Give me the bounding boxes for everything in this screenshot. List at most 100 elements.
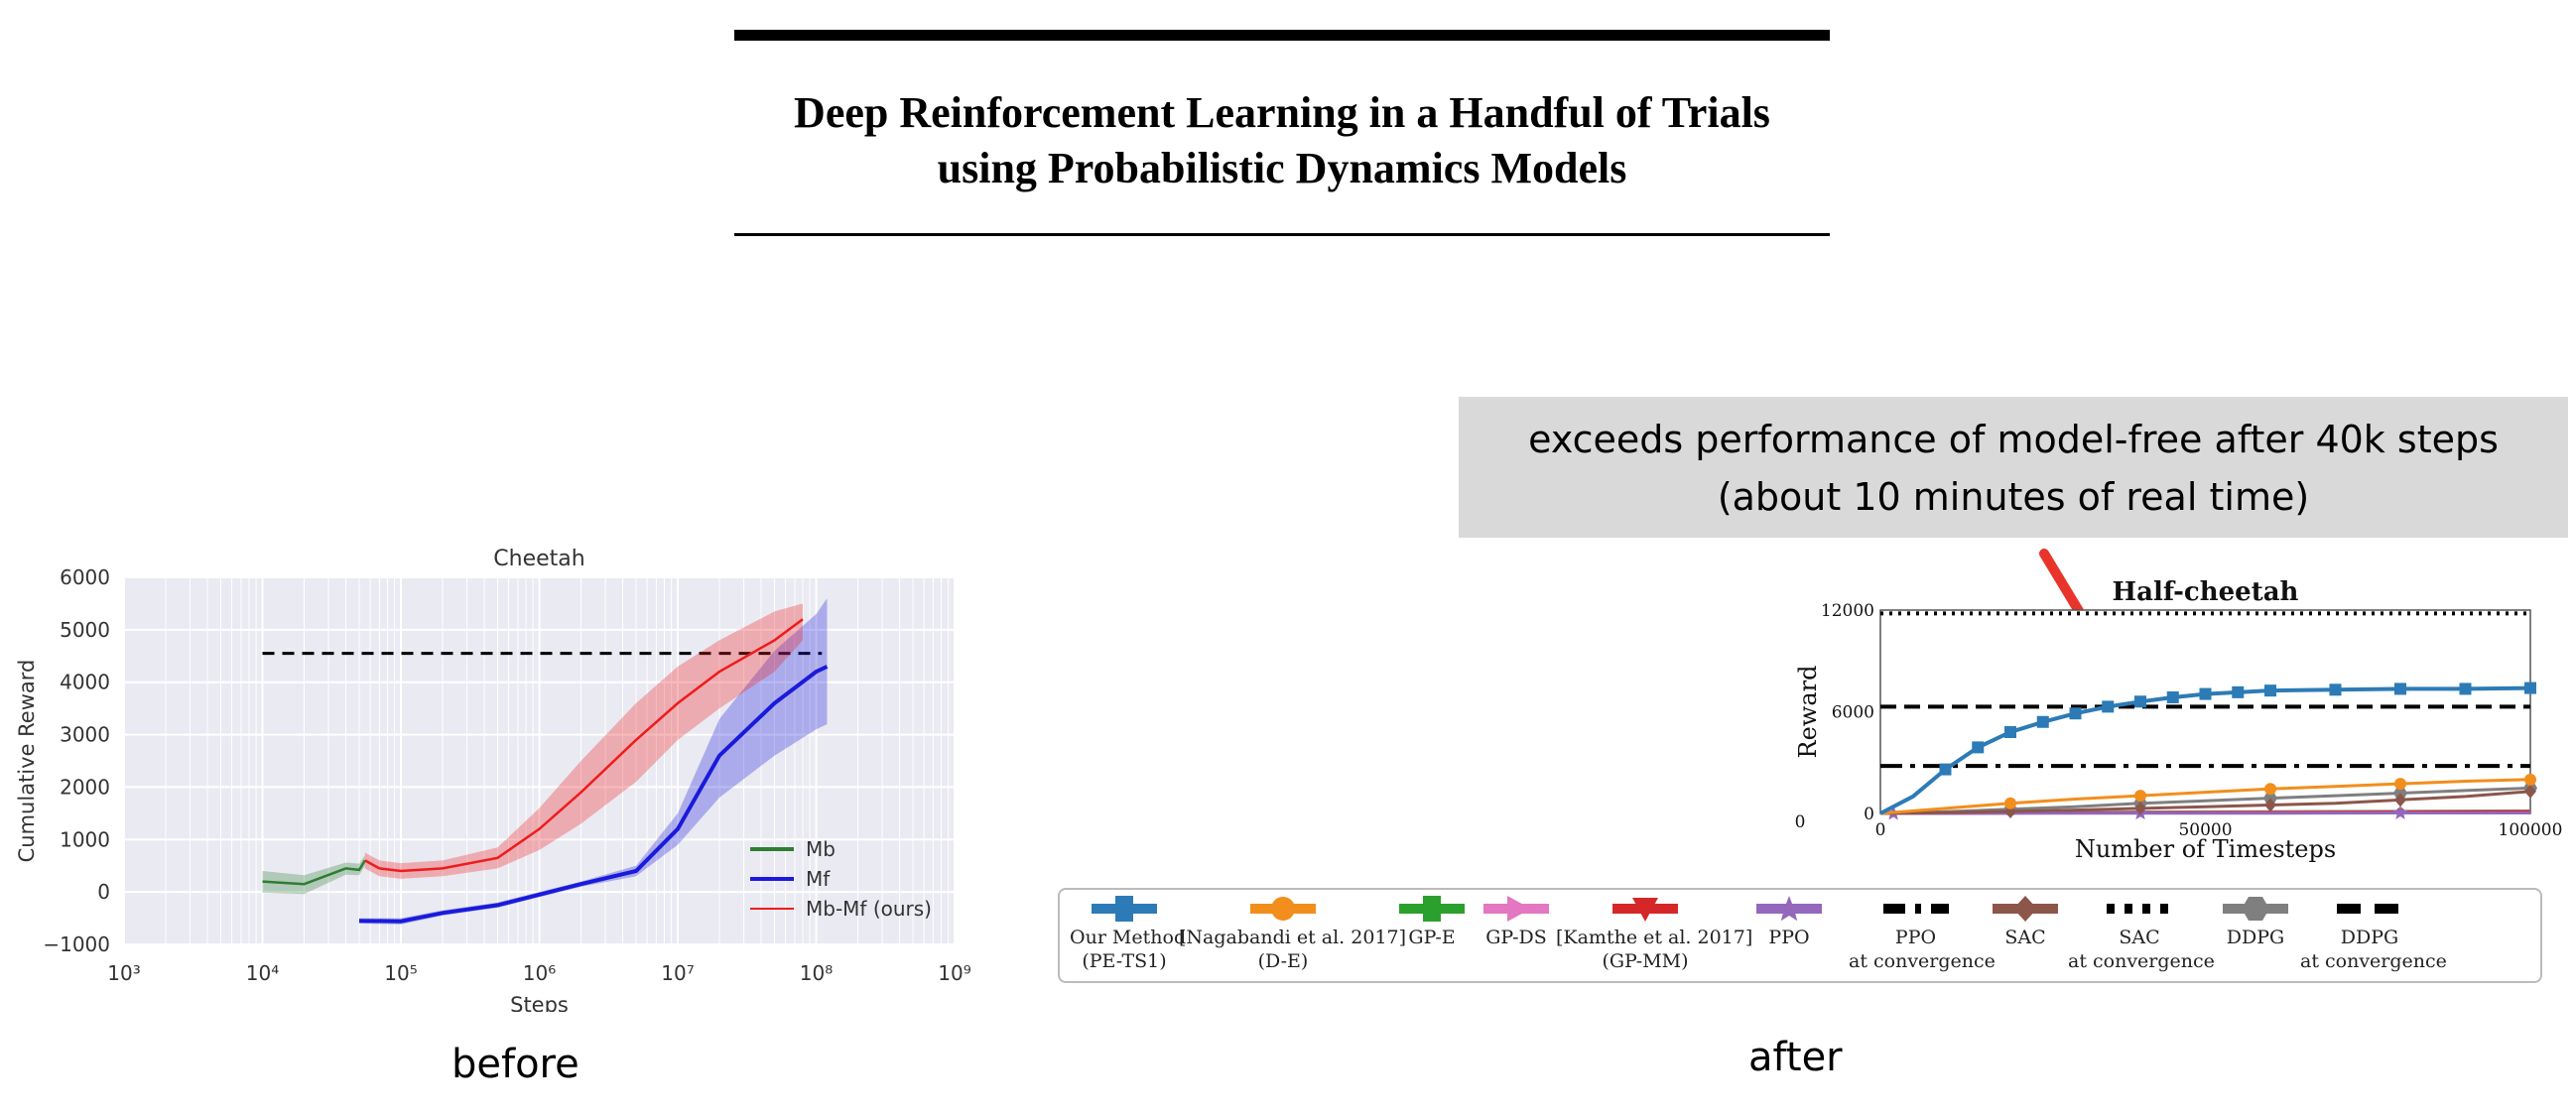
legend-entry: [Nagabandi et al. 2017] (D-E): [1179, 896, 1407, 973]
series-line-7: [1879, 786, 2531, 815]
legend-label-line1: GP-DS: [1485, 927, 1547, 948]
series-line-6: [1879, 790, 2531, 815]
legend-swatch-marker: [1775, 896, 1803, 922]
legend-swatch-marker: [1423, 896, 1441, 922]
y-tick-label: 0: [97, 880, 110, 904]
legend-label-line2: (D-E): [1257, 950, 1309, 972]
series-line-5: [1893, 811, 2530, 815]
cross-icon: [1092, 896, 1157, 922]
series-marker-0: [2036, 715, 2049, 728]
x-axis-label: Steps: [510, 993, 569, 1012]
series-marker-1: [2134, 790, 2146, 803]
series-marker-0: [1972, 741, 1985, 754]
chart-title: Half-cheetah: [2113, 577, 2299, 607]
half-cheetah-legend: Our Method (PE-TS1) [Nagabandi et al. 2017…: [1058, 888, 2542, 983]
paper-title-line2: using Probabilistic Dynamics Models: [937, 144, 1627, 192]
x-tick-label: 10⁸: [800, 961, 833, 985]
stray-zero-label: 0: [1795, 812, 1806, 832]
legend-label-line1: PPO: [1768, 927, 1810, 948]
y-tick-label: −1000: [43, 932, 110, 956]
series-marker-0: [2134, 695, 2146, 708]
x-tick-label: 100000: [2499, 820, 2563, 840]
callout-box: exceeds performance of model-free after …: [1459, 397, 2568, 538]
y-axis-label: Cumulative Reward: [15, 660, 39, 863]
legend-label-1: Mf: [806, 867, 831, 891]
star-icon: [1756, 896, 1822, 922]
paper-title: Deep Reinforcement Learning in a Handful…: [734, 85, 1830, 196]
x-tick-label: 10⁵: [384, 961, 417, 985]
legend-entry: SAC: [1983, 896, 2068, 949]
caption-before: before: [451, 1042, 580, 1087]
legend-label-line1: [Nagabandi et al. 2017]: [1179, 927, 1407, 948]
callout-line2: (about 10 minutes of real time): [1717, 475, 2310, 519]
legend-label-line2: at convergence: [2300, 950, 2447, 972]
series-marker-6: [2394, 793, 2406, 807]
x-axis-label: Number of Timesteps: [2075, 835, 2336, 863]
y-tick-label: 0: [1864, 805, 1874, 824]
y-tick-label: 4000: [60, 671, 110, 694]
x-tick-label: 10⁶: [523, 961, 556, 985]
dashed-icon: [2337, 904, 2402, 914]
series-marker-1: [2004, 797, 2016, 809]
legend-label-line1: GP-E: [1408, 927, 1456, 948]
legend-entry: DDPG at convergence: [2300, 896, 2447, 973]
legend-swatch-marker: [2242, 897, 2269, 921]
series-marker-0: [2394, 683, 2406, 695]
legend-label-line1: [Kamthe et al. 2017]: [1556, 927, 1753, 948]
legend-label-0: Mb: [806, 837, 836, 861]
title-top-rule: [734, 30, 1830, 41]
legend-entry: DDPG: [2211, 896, 2300, 949]
legend-swatch-marker: [1115, 896, 1133, 922]
legend-label-line1: SAC: [2004, 927, 2046, 948]
y-tick-label: 2000: [60, 775, 110, 799]
series-marker-6: [2524, 784, 2536, 799]
series-marker-0: [2069, 707, 2082, 720]
circle-icon: [1250, 897, 1316, 921]
hexagon-icon: [2223, 897, 2288, 921]
caption-after: after: [1748, 1035, 1843, 1080]
series-band-2: [364, 603, 803, 879]
x-tick-label: 10⁴: [246, 961, 279, 985]
legend-label-line2: at convergence: [1849, 950, 1996, 972]
dotted-icon: [2107, 904, 2172, 914]
series-marker-1: [2264, 783, 2276, 796]
paper-title-block: Deep Reinforcement Learning in a Handful…: [734, 30, 1830, 238]
x-tick-label: 10⁹: [938, 961, 970, 985]
cross-icon: [1399, 896, 1465, 922]
legend-swatch-marker: [1271, 897, 1295, 921]
series-line-0: [262, 859, 366, 886]
series-marker-0: [2102, 700, 2115, 713]
y-tick-label: 3000: [60, 723, 110, 747]
title-bottom-rule: [734, 233, 1830, 236]
series-marker-0: [2166, 690, 2179, 703]
legend-entry: Our Method (PE-TS1): [1070, 896, 1187, 973]
x-tick-label: 0: [1875, 820, 1886, 840]
y-tick-label: 5000: [60, 618, 110, 642]
legend-label-2: Mb-Mf (ours): [806, 897, 932, 921]
legend-label-line1: SAC: [2119, 927, 2160, 948]
series-marker-0: [2524, 682, 2536, 694]
series-marker-0: [2199, 687, 2212, 700]
series-line-2: [364, 618, 804, 873]
legend-label-line1: DDPG: [2340, 927, 2399, 948]
series-marker-1: [2394, 778, 2406, 791]
dash-dot-icon: [1882, 904, 1949, 914]
series-band-1: [359, 598, 828, 925]
x-tick-label: 10³: [107, 961, 140, 985]
series-line-1: [358, 665, 829, 924]
chart-title: Cheetah: [493, 547, 584, 571]
series-marker-5: [2392, 805, 2408, 819]
series-marker-0: [2264, 684, 2276, 697]
triangle-right-icon: [1483, 896, 1549, 922]
legend-swatch-marker: [1632, 898, 1658, 922]
series-marker-1: [2524, 773, 2536, 786]
callout-line1: exceeds performance of model-free after …: [1528, 418, 2499, 461]
series-band-0: [262, 855, 365, 895]
legend-label-line1: Our Method: [1070, 927, 1187, 948]
x-tick-label: 10⁷: [661, 961, 694, 985]
y-tick-label: 6000: [60, 565, 110, 589]
legend-entry: GP-E: [1387, 896, 1477, 949]
series-marker-0: [2004, 726, 2016, 738]
legend-label-line1: DDPG: [2226, 927, 2285, 948]
legend-entry: [Kamthe et al. 2017] (GP-MM): [1556, 896, 1753, 973]
